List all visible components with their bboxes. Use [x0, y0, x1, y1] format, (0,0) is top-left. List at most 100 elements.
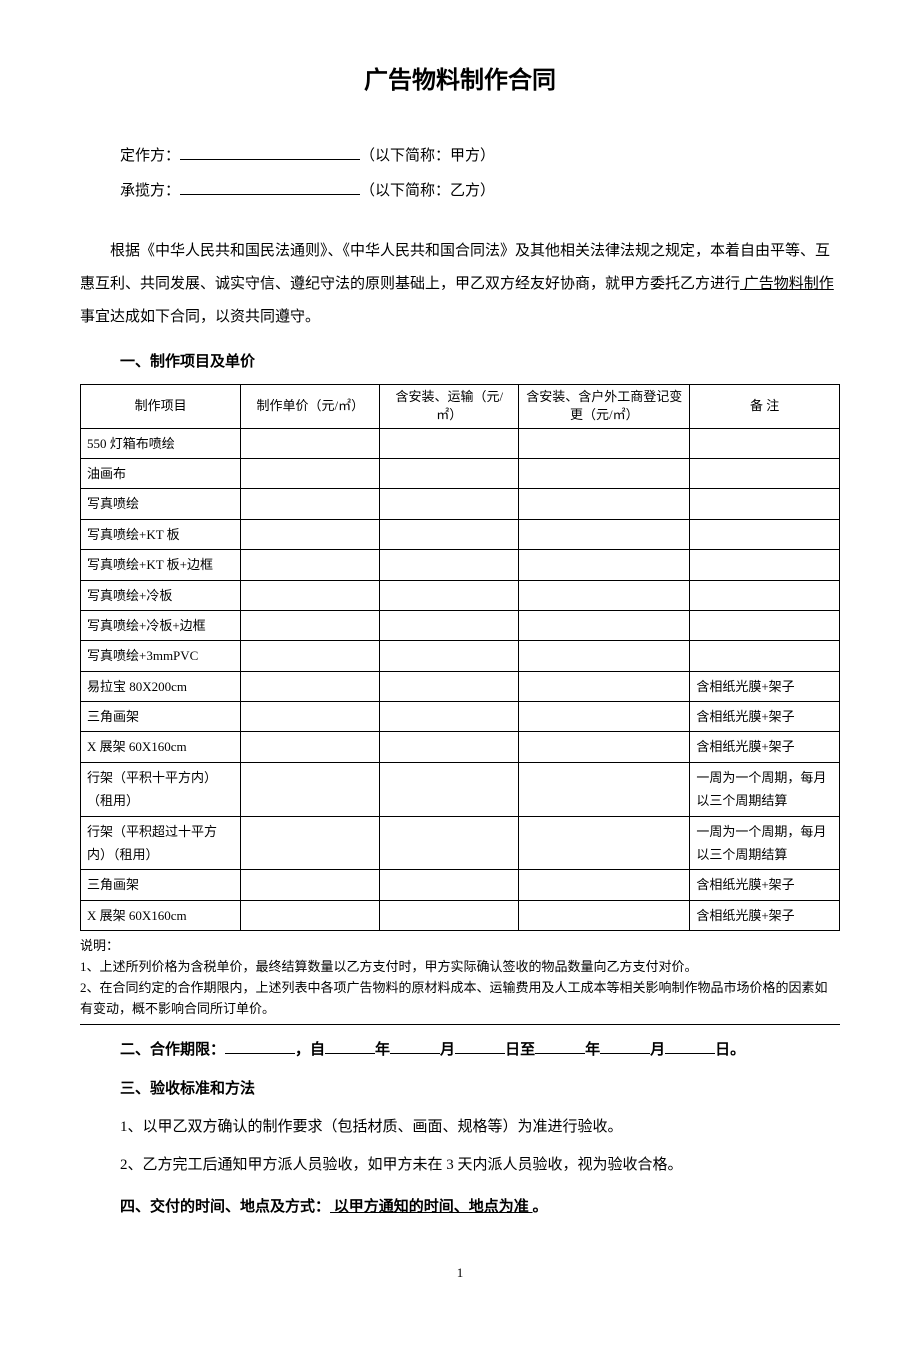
- table-row: 行架（平积超过十平方内）（租用）一周为一个周期，每月以三个周期结算: [81, 816, 840, 870]
- cell-item: X 展架 60X160cm: [81, 732, 241, 762]
- cell-install: [380, 816, 519, 870]
- section4-suffix: 。: [533, 1199, 548, 1215]
- cell-price: [241, 519, 380, 549]
- cell-item: 写真喷绘: [81, 489, 241, 519]
- party-b-line: 承揽方： （以下简称：乙方）: [120, 178, 840, 205]
- notes-label: 说明：: [80, 936, 840, 957]
- section4-line: 四、交付的时间、地点及方式： 以甲方通知的时间、地点为准 。: [120, 1194, 840, 1221]
- cell-install: [380, 580, 519, 610]
- cell-price: [241, 870, 380, 900]
- section3-p2: 2、乙方完工后通知甲方派人员验收，如甲方未在 3 天内派人员验收，视为验收合格。: [120, 1149, 840, 1182]
- cell-outdoor: [519, 550, 690, 580]
- cell-price: [241, 489, 380, 519]
- cell-install: [380, 702, 519, 732]
- cell-install: [380, 732, 519, 762]
- cell-install: [380, 900, 519, 930]
- cell-install: [380, 610, 519, 640]
- s2-blank2: [325, 1039, 375, 1054]
- cell-install: [380, 870, 519, 900]
- s2-y1: 年: [375, 1042, 390, 1058]
- party-b-label: 承揽方：: [120, 183, 180, 199]
- cell-item: X 展架 60X160cm: [81, 900, 241, 930]
- cell-note: 含相纸光膜+架子: [690, 732, 840, 762]
- cell-install: [380, 489, 519, 519]
- cell-note: 含相纸光膜+架子: [690, 702, 840, 732]
- s2-blank3: [390, 1039, 440, 1054]
- cell-note: [690, 489, 840, 519]
- cell-price: [241, 428, 380, 458]
- section4-prefix: 四、交付的时间、地点及方式：: [120, 1199, 330, 1215]
- cell-outdoor: [519, 580, 690, 610]
- cell-outdoor: [519, 489, 690, 519]
- cell-item: 写真喷绘+KT 板: [81, 519, 241, 549]
- cell-item: 油画布: [81, 458, 241, 488]
- cell-install: [380, 428, 519, 458]
- cell-note: [690, 550, 840, 580]
- cell-outdoor: [519, 610, 690, 640]
- table-row: X 展架 60X160cm 含相纸光膜+架子: [81, 900, 840, 930]
- pricing-table: 制作项目 制作单价（元/㎡） 含安装、运输（元/㎡） 含安装、含户外工商登记变更…: [80, 384, 840, 931]
- s2-d1: 日至: [505, 1042, 535, 1058]
- table-row: 三角画架含相纸光膜+架子: [81, 870, 840, 900]
- cell-item: 三角画架: [81, 702, 241, 732]
- cell-price: [241, 458, 380, 488]
- cell-price: [241, 762, 380, 816]
- notes-1: 1、上述所列价格为含税单价，最终结算数量以乙方支付时，甲方实际确认签收的物品数量…: [80, 957, 840, 978]
- cell-note: [690, 610, 840, 640]
- cell-outdoor: [519, 732, 690, 762]
- table-row: 写真喷绘+KT 板+边框: [81, 550, 840, 580]
- cell-item: 写真喷绘+冷板: [81, 580, 241, 610]
- section4-underline: 以甲方通知的时间、地点为准: [330, 1199, 533, 1215]
- cell-install: [380, 671, 519, 701]
- table-row: 写真喷绘: [81, 489, 840, 519]
- cell-note: 含相纸光膜+架子: [690, 870, 840, 900]
- cell-note: 一周为一个周期，每月以三个周期结算: [690, 762, 840, 816]
- cell-item: 行架（平积十平方内）（租用）: [81, 762, 241, 816]
- cell-outdoor: [519, 458, 690, 488]
- cell-install: [380, 762, 519, 816]
- s2-blank4: [455, 1039, 505, 1054]
- s2-blank6: [600, 1039, 650, 1054]
- cell-item: 写真喷绘+KT 板+边框: [81, 550, 241, 580]
- page-number: 1: [80, 1261, 840, 1284]
- cell-install: [380, 641, 519, 671]
- cell-note: [690, 428, 840, 458]
- s2-blank7: [665, 1039, 715, 1054]
- party-b-blank: [180, 180, 360, 195]
- party-a-line: 定作方：（以下简称：甲方）: [120, 143, 840, 170]
- cell-outdoor: [519, 762, 690, 816]
- cell-price: [241, 816, 380, 870]
- th-price: 制作单价（元/㎡）: [241, 385, 380, 428]
- cell-item: 行架（平积超过十平方内）（租用）: [81, 816, 241, 870]
- s2-blank1: [225, 1039, 295, 1054]
- cell-outdoor: [519, 641, 690, 671]
- document-title: 广告物料制作合同: [80, 60, 840, 103]
- table-header-row: 制作项目 制作单价（元/㎡） 含安装、运输（元/㎡） 含安装、含户外工商登记变更…: [81, 385, 840, 428]
- cell-item: 写真喷绘+3mmPVC: [81, 641, 241, 671]
- cell-install: [380, 458, 519, 488]
- party-a-blank: [180, 145, 360, 160]
- cell-outdoor: [519, 428, 690, 458]
- cell-price: [241, 732, 380, 762]
- s2-y2: 年: [585, 1042, 600, 1058]
- table-row: 三角画架 含相纸光膜+架子: [81, 702, 840, 732]
- cell-outdoor: [519, 671, 690, 701]
- party-b-suffix: （以下简称：乙方）: [360, 183, 495, 199]
- table-row: X 展架 60X160cm 含相纸光膜+架子: [81, 732, 840, 762]
- intro-text1: 根据《中华人民共和国民法通则》、《中华人民共和国合同法》及其他相关法律法规之规定…: [80, 243, 830, 292]
- s2-m2: 月: [650, 1042, 665, 1058]
- th-note: 备 注: [690, 385, 840, 428]
- intro-text2: 事宜达成如下合同，以资共同遵守。: [80, 309, 320, 325]
- section1-heading: 一、制作项目及单价: [120, 349, 840, 376]
- s2-mid1: ，自: [295, 1042, 325, 1058]
- cell-note: [690, 641, 840, 671]
- table-row: 写真喷绘+KT 板: [81, 519, 840, 549]
- cell-price: [241, 671, 380, 701]
- cell-item: 易拉宝 80X200cm: [81, 671, 241, 701]
- s2-d2: 日。: [715, 1042, 745, 1058]
- table-row: 行架（平积十平方内）（租用） 一周为一个周期，每月以三个周期结算: [81, 762, 840, 816]
- notes-2: 2、在合同约定的合作期限内，上述列表中各项广告物料的原材料成本、运输费用及人工成…: [80, 978, 840, 1020]
- cell-outdoor: [519, 900, 690, 930]
- cell-note: 含相纸光膜+架子: [690, 900, 840, 930]
- s2-m1: 月: [440, 1042, 455, 1058]
